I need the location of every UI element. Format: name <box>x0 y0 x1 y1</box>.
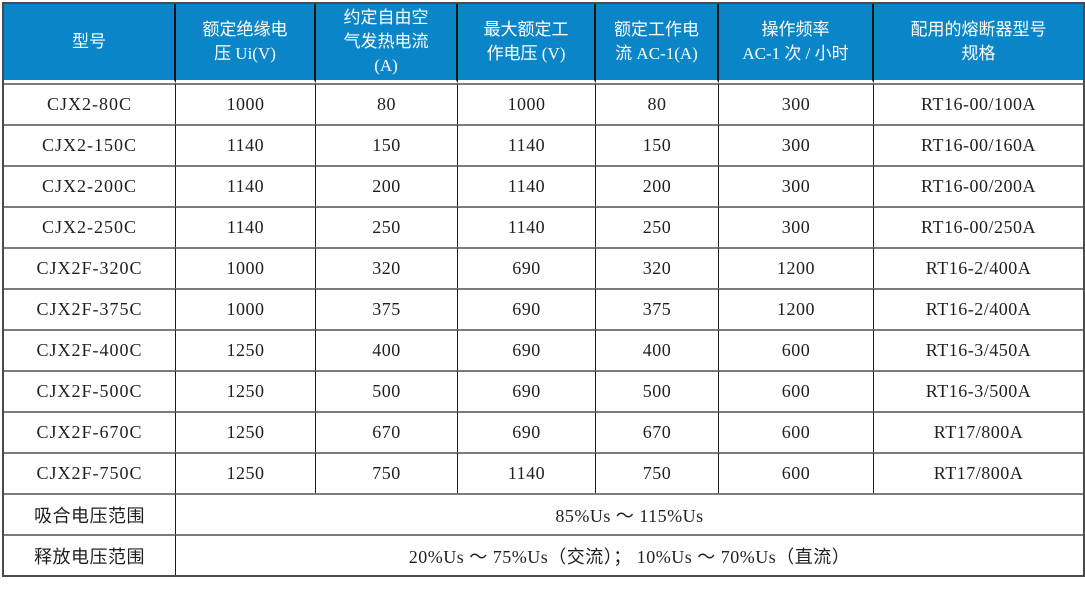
value-cell: 300 <box>719 83 874 125</box>
value-cell: 250 <box>316 206 458 248</box>
value-cell: 670 <box>316 411 458 453</box>
value-cell: 1140 <box>176 206 316 248</box>
footer-value: 20%Us ～ 75%Us（交流）； 10%Us ～ 70%Us（直流） <box>176 534 1083 575</box>
value-cell: 1200 <box>719 288 874 330</box>
fuse-cell: RT16-00/250A <box>874 206 1083 247</box>
fuse-cell: RT16-00/200A <box>874 165 1083 206</box>
table-row: CJX2F-500C 1250 500 690 500 600 RT16-3/5… <box>4 370 1083 412</box>
table-row: CJX2F-320C 1000 320 690 320 1200 RT16-2/… <box>4 247 1083 289</box>
fuse-cell: RT17/800A <box>874 411 1083 452</box>
contactor-spec-table: 型号 额定绝缘电 压 Ui(V) 约定自由空 气发热电流 (A) 最大额定工 作… <box>2 2 1085 578</box>
value-cell: 300 <box>719 206 874 248</box>
value-cell: 1140 <box>458 124 596 166</box>
fuse-cell: RT16-3/500A <box>874 370 1083 411</box>
table-row: CJX2-150C 1140 150 1140 150 300 RT16-00/… <box>4 124 1083 166</box>
value-cell: 1000 <box>176 288 316 330</box>
table-row: CJX2F-400C 1250 400 690 400 600 RT16-3/4… <box>4 329 1083 371</box>
value-cell: 1200 <box>719 247 874 289</box>
footer-label: 吸合电压范围 <box>4 493 176 535</box>
value-cell: 300 <box>719 124 874 166</box>
model-cell: CJX2F-400C <box>4 329 176 371</box>
model-cell: CJX2F-670C <box>4 411 176 453</box>
value-cell: 690 <box>458 247 596 289</box>
value-cell: 690 <box>458 411 596 453</box>
fuse-cell: RT16-3/450A <box>874 329 1083 370</box>
value-cell: 500 <box>596 370 719 412</box>
model-cell: CJX2F-320C <box>4 247 176 289</box>
value-cell: 600 <box>719 370 874 412</box>
fuse-cell: RT16-2/400A <box>874 288 1083 329</box>
value-cell: 1140 <box>176 165 316 207</box>
value-cell: 690 <box>458 329 596 371</box>
table-row: CJX2-200C 1140 200 1140 200 300 RT16-00/… <box>4 165 1083 207</box>
value-cell: 500 <box>316 370 458 412</box>
value-cell: 1000 <box>458 83 596 125</box>
value-cell: 1140 <box>176 124 316 166</box>
value-cell: 1250 <box>176 452 316 494</box>
model-cell: CJX2F-750C <box>4 452 176 494</box>
value-cell: 1250 <box>176 329 316 371</box>
value-cell: 400 <box>596 329 719 371</box>
table-row: CJX2F-670C 1250 670 690 670 600 RT17/800… <box>4 411 1083 453</box>
footer-label: 释放电压范围 <box>4 534 176 576</box>
value-cell: 750 <box>316 452 458 494</box>
header-cell-model: 型号 <box>4 4 176 84</box>
fuse-cell: RT16-2/400A <box>874 247 1083 288</box>
value-cell: 690 <box>458 288 596 330</box>
fuse-cell: RT16-00/160A <box>874 124 1083 165</box>
header-row: 型号 额定绝缘电 压 Ui(V) 约定自由空 气发热电流 (A) 最大额定工 作… <box>4 4 1083 84</box>
header-cell-thermal-current: 约定自由空 气发热电流 (A) <box>316 4 458 84</box>
table-row: CJX2F-750C 1250 750 1140 750 600 RT17/80… <box>4 452 1083 494</box>
header-cell-op-frequency: 操作频率 AC-1 次 / 小时 <box>719 4 874 84</box>
model-cell: CJX2-150C <box>4 124 176 166</box>
model-cell: CJX2-200C <box>4 165 176 207</box>
table-row: CJX2F-375C 1000 375 690 375 1200 RT16-2/… <box>4 288 1083 330</box>
model-cell: CJX2F-500C <box>4 370 176 412</box>
value-cell: 320 <box>316 247 458 289</box>
table-row: CJX2-250C 1140 250 1140 250 300 RT16-00/… <box>4 206 1083 248</box>
value-cell: 375 <box>316 288 458 330</box>
value-cell: 200 <box>596 165 719 207</box>
value-cell: 150 <box>316 124 458 166</box>
header-cell-fuse-spec: 配用的熔断器型号 规格 <box>874 4 1083 84</box>
value-cell: 300 <box>719 165 874 207</box>
model-cell: CJX2-80C <box>4 83 176 125</box>
value-cell: 200 <box>316 165 458 207</box>
value-cell: 1000 <box>176 83 316 125</box>
footer-value: 85%Us ～ 115%Us <box>176 493 1083 534</box>
value-cell: 750 <box>596 452 719 494</box>
value-cell: 80 <box>316 83 458 125</box>
value-cell: 1140 <box>458 165 596 207</box>
value-cell: 1140 <box>458 452 596 494</box>
header-cell-insulation-volt: 额定绝缘电 压 Ui(V) <box>176 4 316 84</box>
value-cell: 375 <box>596 288 719 330</box>
value-cell: 600 <box>719 329 874 371</box>
model-cell: CJX2F-375C <box>4 288 176 330</box>
fuse-cell: RT17/800A <box>874 452 1083 493</box>
model-cell: CJX2-250C <box>4 206 176 248</box>
value-cell: 690 <box>458 370 596 412</box>
footer-row-release-voltage: 释放电压范围 20%Us ～ 75%Us（交流）； 10%Us ～ 70%Us（… <box>4 534 1083 576</box>
header-cell-work-current: 额定工作电 流 AC-1(A) <box>596 4 719 84</box>
value-cell: 80 <box>596 83 719 125</box>
value-cell: 600 <box>719 411 874 453</box>
value-cell: 600 <box>719 452 874 494</box>
value-cell: 250 <box>596 206 719 248</box>
value-cell: 1250 <box>176 370 316 412</box>
footer-row-pickup-voltage: 吸合电压范围 85%Us ～ 115%Us <box>4 493 1083 535</box>
value-cell: 1140 <box>458 206 596 248</box>
value-cell: 320 <box>596 247 719 289</box>
fuse-cell: RT16-00/100A <box>874 83 1083 124</box>
value-cell: 670 <box>596 411 719 453</box>
value-cell: 400 <box>316 329 458 371</box>
value-cell: 150 <box>596 124 719 166</box>
value-cell: 1250 <box>176 411 316 453</box>
value-cell: 1000 <box>176 247 316 289</box>
header-cell-max-work-volt: 最大额定工 作电压 (V) <box>458 4 596 84</box>
table-row: CJX2-80C 1000 80 1000 80 300 RT16-00/100… <box>4 83 1083 125</box>
